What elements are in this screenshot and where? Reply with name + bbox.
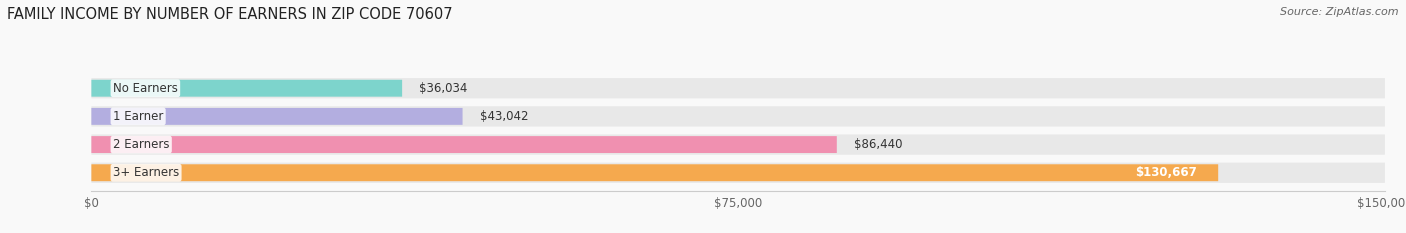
FancyBboxPatch shape xyxy=(91,106,1385,127)
Text: $43,042: $43,042 xyxy=(479,110,529,123)
Text: $130,667: $130,667 xyxy=(1135,166,1197,179)
Text: $86,440: $86,440 xyxy=(853,138,903,151)
FancyBboxPatch shape xyxy=(91,134,1385,155)
FancyBboxPatch shape xyxy=(91,136,837,153)
FancyBboxPatch shape xyxy=(91,163,1385,183)
FancyBboxPatch shape xyxy=(91,80,402,97)
Text: 2 Earners: 2 Earners xyxy=(112,138,170,151)
Text: FAMILY INCOME BY NUMBER OF EARNERS IN ZIP CODE 70607: FAMILY INCOME BY NUMBER OF EARNERS IN ZI… xyxy=(7,7,453,22)
Text: No Earners: No Earners xyxy=(112,82,177,95)
Text: Source: ZipAtlas.com: Source: ZipAtlas.com xyxy=(1281,7,1399,17)
Text: $36,034: $36,034 xyxy=(419,82,468,95)
FancyBboxPatch shape xyxy=(91,78,1385,98)
FancyBboxPatch shape xyxy=(91,164,1218,181)
FancyBboxPatch shape xyxy=(91,108,463,125)
Text: 1 Earner: 1 Earner xyxy=(112,110,163,123)
Text: 3+ Earners: 3+ Earners xyxy=(112,166,179,179)
